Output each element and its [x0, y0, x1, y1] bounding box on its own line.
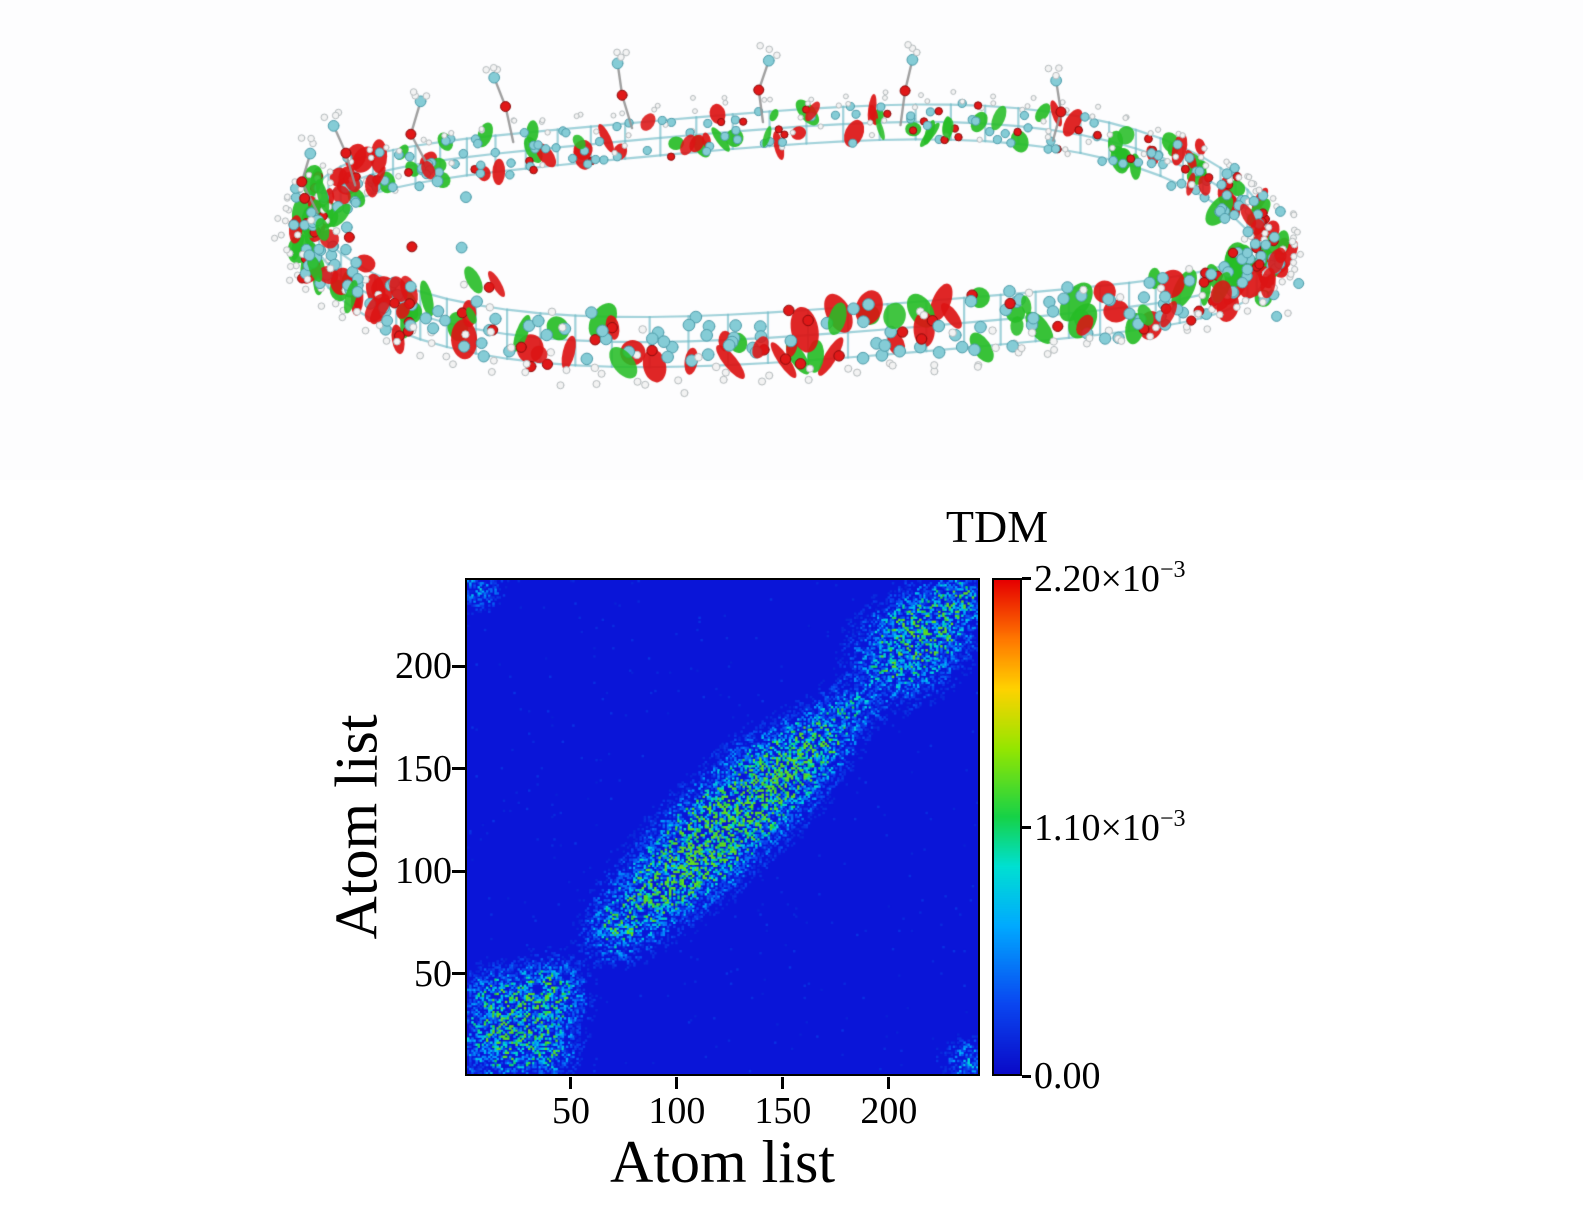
y-tick-mark [452, 972, 465, 976]
x-axis-label: Atom list [609, 1129, 836, 1195]
x-tick-label: 200 [860, 1090, 918, 1132]
y-tick-label: 200 [395, 645, 452, 688]
molecule-render [0, 0, 1583, 480]
colorbar-tick-base: 2.20×10 [1034, 557, 1160, 600]
colorbar-tick-exponent: −3 [1159, 806, 1186, 833]
x-tick-mark [675, 1077, 679, 1089]
x-tick-label: 50 [551, 1090, 590, 1132]
colorbar-tick-label: 0.00 [1034, 1057, 1101, 1095]
y-tick-mark [452, 869, 465, 873]
colorbar-canvas [994, 580, 1020, 1074]
x-tick-mark [887, 1077, 891, 1089]
colorbar-tick-mark [1022, 576, 1031, 580]
x-tick-mark [781, 1077, 785, 1089]
colorbar-tick-label: 1.10×10−3 [1034, 807, 1185, 847]
colorbar-tick-mark [1022, 1074, 1031, 1078]
colorbar-tick-base: 1.10×10 [1034, 806, 1160, 849]
colorbar-tick-mark [1022, 825, 1031, 829]
y-tick-mark [452, 664, 465, 668]
colorbar-tick-label: 2.20×10−3 [1034, 558, 1185, 598]
y-tick-label: 100 [395, 850, 452, 893]
y-tick-label: 150 [395, 747, 452, 790]
x-tick-label: 150 [754, 1090, 812, 1132]
x-tick-mark [569, 1077, 573, 1089]
tdm-heatmap [465, 578, 980, 1076]
y-axis-label: Atom list [323, 714, 390, 940]
y-tick-mark [452, 767, 465, 771]
colorbar-tick-base: 0.00 [1034, 1055, 1101, 1097]
colorbar [992, 578, 1022, 1076]
y-tick-label: 50 [414, 952, 452, 995]
x-tick-label: 100 [648, 1090, 706, 1132]
colorbar-tick-exponent: −3 [1159, 557, 1186, 584]
colorbar-title: TDM [945, 501, 1049, 552]
heatmap-canvas [467, 580, 978, 1074]
